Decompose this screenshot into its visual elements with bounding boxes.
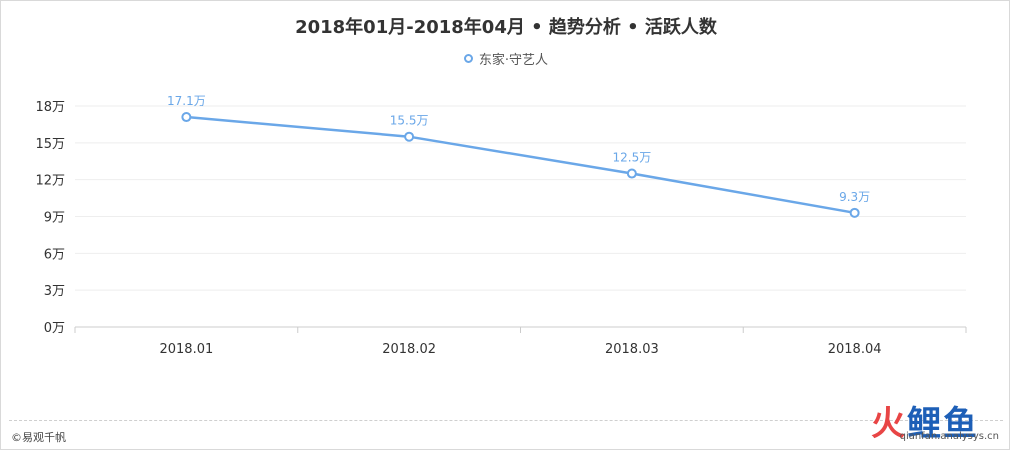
y-tick-label: 9万: [44, 211, 65, 226]
chart-title: 2018年01月-2018年04月 • 趋势分析 • 活跃人数: [295, 17, 717, 38]
legend-label: 东家·守艺人: [478, 53, 549, 68]
y-tick-label: 0万: [44, 321, 65, 336]
watermark-logo-a: 火: [871, 404, 907, 444]
legend-marker-icon: [463, 54, 473, 63]
series-line: [186, 115, 855, 215]
y-tick-label: 15万: [35, 137, 65, 152]
data-label: 17.1万: [167, 94, 206, 108]
data-label: 9.3万: [839, 190, 870, 204]
data-label: 12.5万: [613, 151, 652, 165]
y-tick-label: 12万: [35, 174, 65, 189]
y-tick-label: 18万: [35, 100, 65, 115]
source-credit: ©易观千帆: [11, 431, 66, 444]
legend[interactable]: 东家·守艺人: [1, 49, 1010, 68]
watermark-logo: 火鲤鱼: [871, 407, 979, 441]
data-point: [626, 168, 637, 179]
x-tick-label: 2018.02: [382, 342, 436, 357]
watermark-url: qianfan.analysys.cn: [899, 431, 999, 442]
x-tick-label: 2018.04: [828, 342, 882, 357]
y-tick-label: 3万: [44, 284, 65, 299]
watermark-logo-b: 鲤: [907, 404, 943, 444]
x-tick-label: 2018.03: [605, 342, 659, 357]
data-point: [849, 207, 860, 218]
x-tick-label: 2018.01: [159, 342, 213, 357]
footer-divider: [9, 420, 1003, 421]
watermark-logo-c: 鱼: [943, 404, 979, 444]
data-point: [404, 131, 415, 142]
data-point: [181, 112, 192, 123]
data-label: 15.5万: [390, 114, 429, 128]
watermark: 火鲤鱼 qianfan.analysys.cn: [871, 407, 999, 442]
y-tick-label: 6万: [44, 247, 65, 262]
